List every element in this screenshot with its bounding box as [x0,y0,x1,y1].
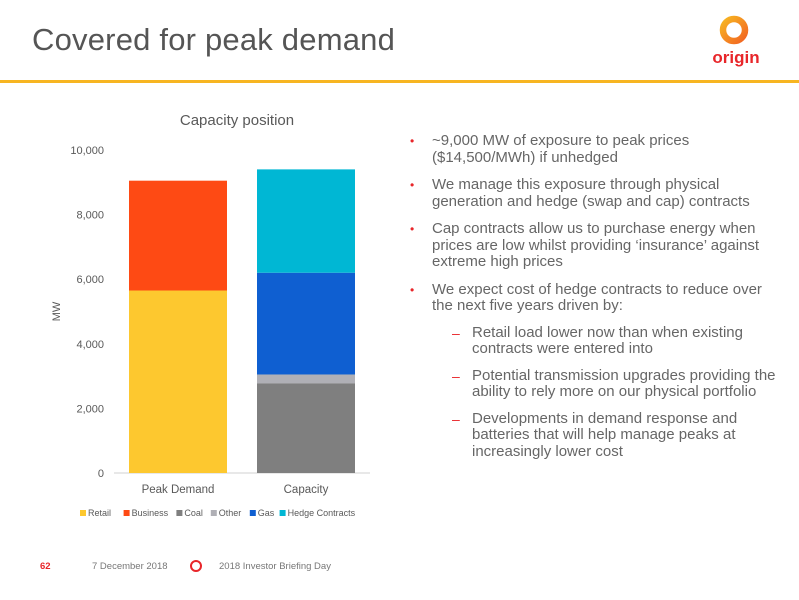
legend-swatch [279,510,286,516]
bar-segment [257,374,355,384]
bar-segment [257,169,355,273]
sub-bullet-list: – Retail load lower now than when existin… [432,323,778,461]
bar-segment [257,383,355,473]
bar-segment [129,290,227,473]
bullet-item: • We expect cost of hedge contracts to re… [408,281,778,461]
legend-label: Other [219,508,242,518]
bullet-item: • Cap contracts allow us to purchase ener… [410,220,760,270]
page-number: 62 [40,561,51,572]
origin-ring-icon [190,560,202,572]
legend-label: Business [132,508,169,518]
footer-event: 2018 Investor Briefing Day [219,561,331,572]
legend-swatch [176,510,183,516]
sub-bullet-item: – Potential transmission upgrades providi… [452,366,776,400]
y-tick-label: 8,000 [76,210,104,222]
title-divider [0,80,799,83]
bullet-item: • We manage this exposure through physica… [410,176,750,210]
bar-segment [129,180,227,291]
y-axis-label: MW [51,301,63,321]
chart-title: Capacity position [179,112,295,129]
legend-label: Retail [88,508,111,518]
y-tick-label: 0 [98,468,104,480]
legend-label: Hedge Contracts [288,508,356,518]
x-tick-label: Capacity [284,484,329,496]
y-tick-label: 2,000 [76,403,104,415]
legend-swatch [80,510,86,516]
footer-date: 7 December 2018 [92,561,168,572]
x-tick-label: Peak Demand [142,484,215,496]
legend-swatch [249,510,256,516]
bar-segment [257,272,355,375]
capacity-chart: 0 2,000 4,000 6,000 8,000 10,000 MW Peak Demand… [51,145,370,518]
y-tick-label: 10,000 [70,145,104,157]
legend-swatch [123,510,130,516]
legend-label: Gas [258,508,275,518]
bullet-item: • ~9,000 MW of exposure to peak prices ($… [410,132,690,166]
logo-wordmark: origin [712,48,760,67]
origin-logo-icon [719,15,749,45]
sub-bullet-item: – Retail load lower now than when existin… [452,323,743,357]
legend-label: Coal [184,508,203,518]
bullet-list: • ~9,000 MW of exposure to peak prices ($… [408,132,778,471]
slide-title: Covered for peak demand [32,22,396,57]
y-tick-label: 4,000 [76,339,104,351]
sub-bullet-item: – Developments in demand response and bat… [452,409,738,460]
y-tick-label: 6,000 [76,274,104,286]
legend-swatch [210,510,217,516]
